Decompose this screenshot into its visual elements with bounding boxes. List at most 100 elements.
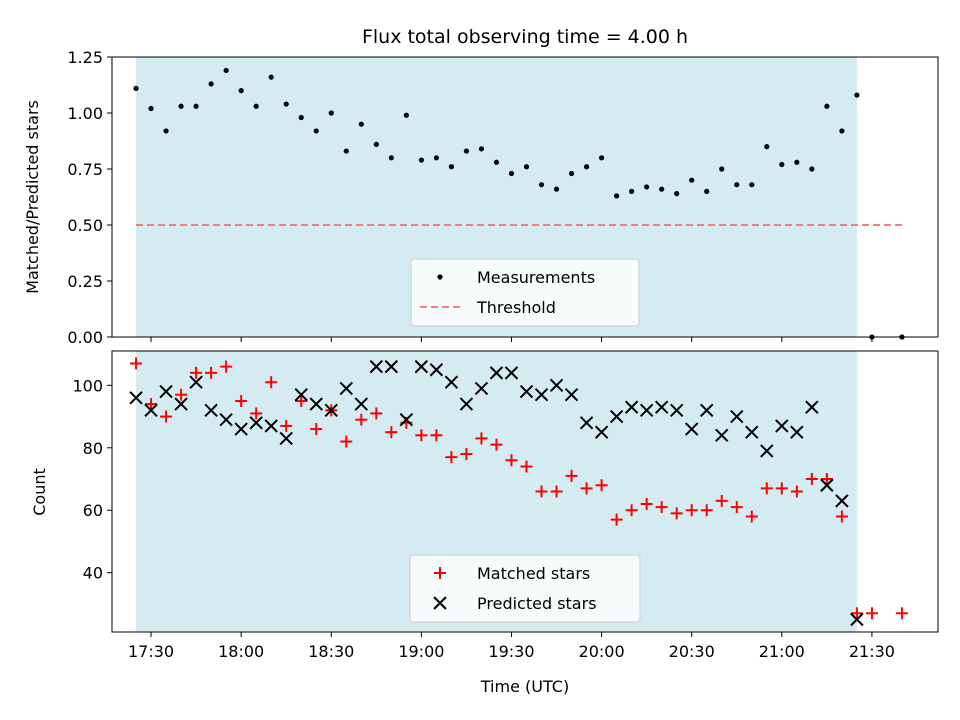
measurement-point (223, 67, 229, 74)
x-tick-label: 18:00 (218, 642, 264, 661)
measurement-point (568, 170, 575, 177)
legend-threshold-label: Threshold (476, 298, 556, 317)
bottom-panel: 40 60 80 100 17:30 18:00 18:30 19:00 19:30 20:00… (30, 350, 939, 696)
predicted-star-point (354, 397, 369, 411)
measurement-point (674, 191, 680, 197)
bottom-plot-frame (111, 350, 939, 633)
predicted-star-point (549, 378, 564, 393)
matched-star-point (385, 426, 398, 439)
measurement-point (598, 155, 605, 161)
predicted-star-point (730, 409, 744, 424)
measurement-point (749, 182, 755, 188)
measurement-point (629, 188, 635, 194)
measurement-point (388, 155, 394, 161)
matched-star-point (310, 423, 323, 436)
measurement-point (268, 74, 274, 80)
x-tick-label: 20:00 (579, 642, 625, 661)
measurement-point (583, 164, 590, 170)
predicted-star-point (564, 388, 579, 402)
predicted-star-point (429, 363, 444, 377)
x-axis-label: Time (UTC) (480, 677, 569, 696)
predicted-star-point (369, 359, 384, 374)
legend-matched-label: Matched stars (477, 564, 590, 583)
predicted-star-point (609, 409, 624, 424)
measurement-point (508, 170, 515, 177)
y-tick-label: 0.75 (67, 160, 103, 179)
x-tick-label: 18:30 (308, 642, 354, 661)
matched-star-point (130, 357, 143, 370)
predicted-star-point (414, 359, 429, 374)
bottom-y-axis-label: Count (30, 468, 49, 516)
measurement-point (689, 177, 695, 183)
top-panel: 0.00 0.25 0.50 0.75 1.00 1.25 Matched/Predict… (23, 48, 939, 347)
top-y-axis-label: Matched/Predicted stars (23, 100, 42, 294)
matched-star-point (355, 413, 368, 426)
matched-star-point (790, 485, 803, 498)
measurement-point (553, 186, 560, 192)
legend-measurements-marker (437, 274, 443, 280)
predicted-star-point (204, 403, 218, 418)
predicted-star-point (805, 400, 819, 414)
predicted-star-point (594, 425, 609, 439)
matched-star-point (250, 407, 263, 420)
predicted-star-point (294, 388, 308, 402)
measurement-point (208, 81, 214, 87)
measurement-point (614, 193, 620, 199)
y-tick-label: 0.25 (67, 272, 103, 291)
matched-star-point (370, 407, 383, 420)
predicted-star-point (399, 412, 414, 427)
legend-predicted-marker (433, 596, 447, 610)
matched-star-point (175, 388, 188, 401)
measurement-point (809, 166, 815, 172)
predicted-star-point (264, 419, 278, 433)
matched-star-point (145, 398, 158, 411)
measurement-point (478, 146, 485, 152)
matched-star-point (535, 485, 548, 498)
matched-star-point (610, 513, 623, 526)
measurement-point (764, 144, 770, 150)
predicted-star-point (745, 425, 759, 439)
predicted-star-point (189, 375, 203, 389)
predicted-star-point (775, 419, 789, 433)
y-tick-label: 40 (83, 564, 103, 583)
measurement-point (328, 110, 334, 116)
matched-star-point (190, 366, 203, 379)
x-tick-label: 21:00 (759, 642, 805, 661)
measurement-point (283, 101, 289, 107)
predicted-star-point (534, 388, 549, 402)
matched-star-point (265, 376, 278, 389)
measurement-point (133, 85, 139, 91)
y-tick-label: 1.00 (67, 104, 103, 123)
measurement-point (253, 103, 259, 109)
matched-star-point (295, 394, 308, 407)
predicted-star-point (219, 412, 233, 427)
legend-measurements-label: Measurements (477, 268, 595, 287)
matched-star-point (340, 435, 353, 448)
matched-star-point (415, 429, 428, 442)
measurement-point (463, 148, 470, 154)
predicted-star-point (444, 375, 459, 389)
matched-star-point (595, 479, 608, 492)
predicted-star-point (654, 400, 669, 414)
predicted-star-point (504, 366, 519, 380)
legend-matched-marker (434, 567, 446, 579)
matched-star-point (220, 360, 233, 373)
predicted-star-point (309, 397, 323, 411)
predicted-star-point (249, 416, 263, 430)
predicted-star-point (234, 422, 248, 436)
matched-star-point (160, 410, 173, 423)
x-tick-label: 20:30 (669, 642, 715, 661)
measurement-point (238, 88, 244, 94)
measurement-point (839, 128, 845, 134)
matched-star-point (835, 510, 848, 523)
matched-star-point (625, 504, 638, 517)
measurement-point (433, 155, 439, 161)
measurement-point (854, 92, 860, 98)
predicted-star-point (669, 403, 684, 418)
measurement-point (538, 182, 545, 188)
matched-star-point (850, 607, 863, 620)
matched-star-point (505, 454, 518, 467)
matched-star-point (430, 429, 443, 442)
measurement-point (493, 159, 500, 165)
